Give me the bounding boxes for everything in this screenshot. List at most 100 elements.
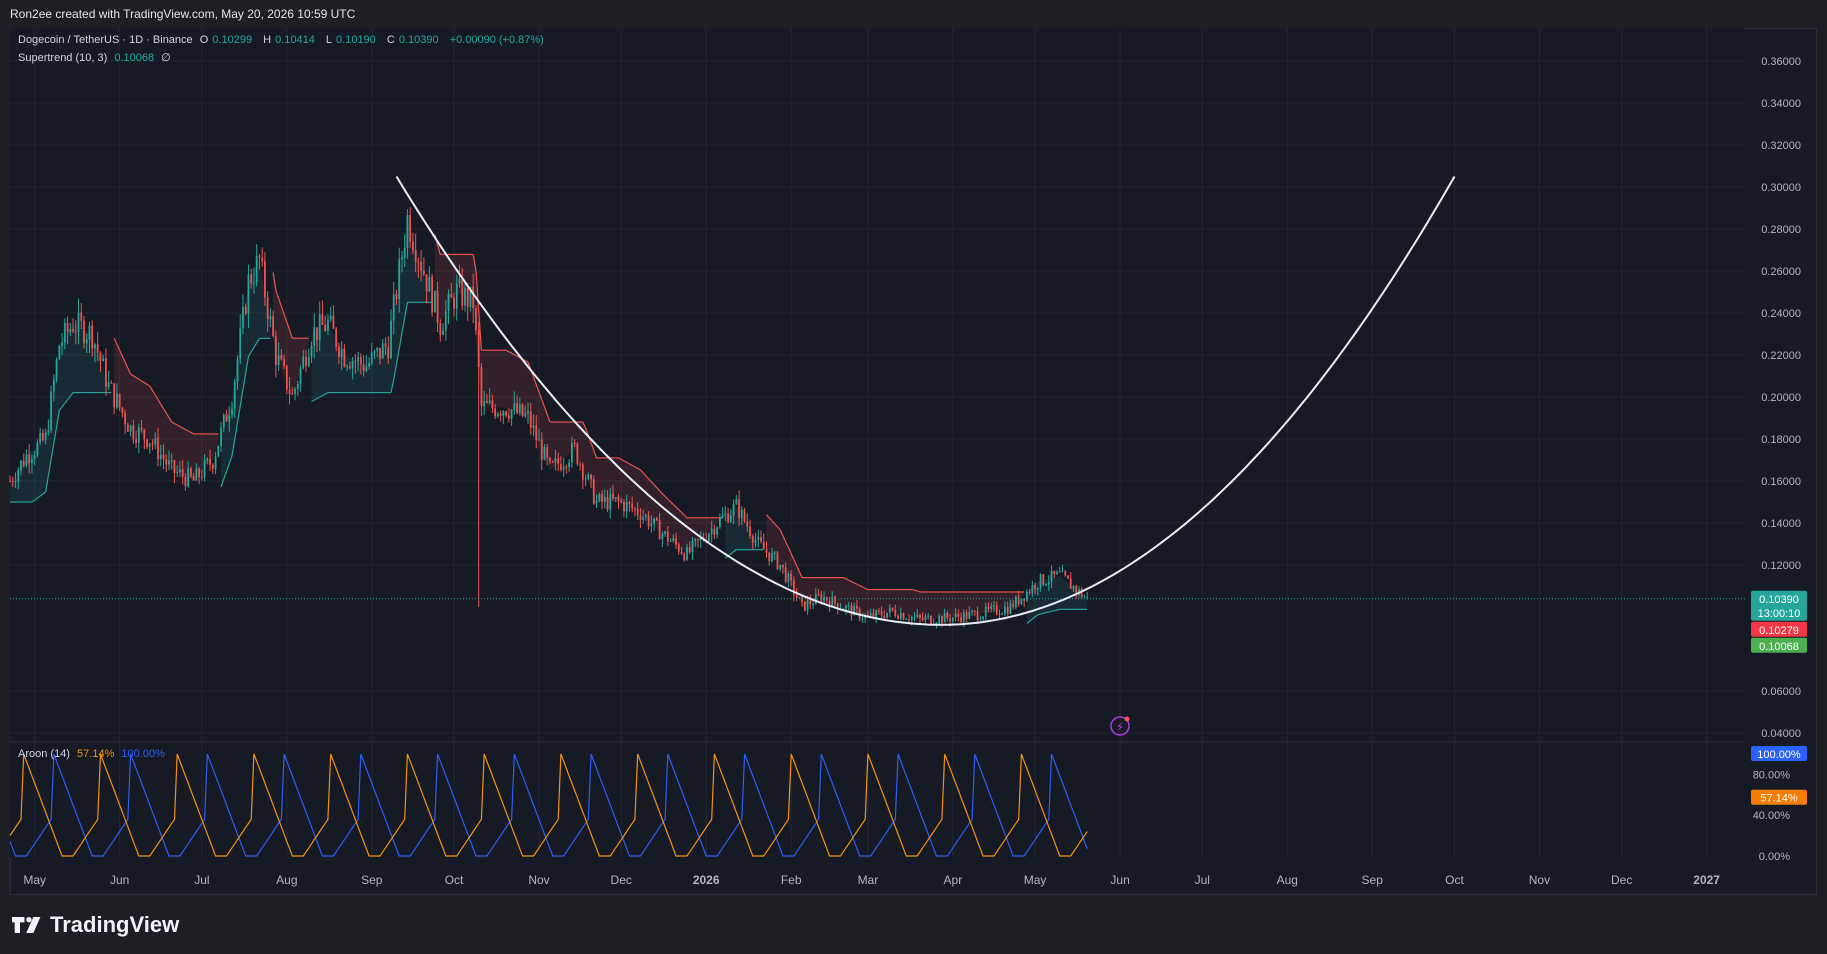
candle-body bbox=[313, 327, 316, 346]
visibility-icon[interactable]: ∅ bbox=[161, 52, 171, 64]
candle-body bbox=[1025, 591, 1028, 601]
tradingview-logo[interactable]: TradingView bbox=[12, 912, 179, 938]
supertrend-fill bbox=[602, 457, 605, 502]
price-tick-label: 0.06000 bbox=[1761, 686, 1801, 698]
candle-body bbox=[718, 517, 721, 528]
supertrend-fill bbox=[887, 589, 890, 613]
candle-body bbox=[258, 256, 261, 258]
price-tick-label: 0.30000 bbox=[1761, 182, 1801, 194]
candle-body bbox=[39, 432, 42, 443]
candle-body bbox=[908, 619, 910, 621]
supertrend-fill bbox=[108, 386, 112, 393]
supertrend-fill bbox=[678, 509, 682, 550]
supertrend-fill bbox=[125, 362, 128, 424]
candle-body bbox=[1078, 589, 1080, 593]
supertrend-fill bbox=[739, 510, 742, 550]
supertrend-fill bbox=[566, 421, 570, 457]
time-tick-label: Mar bbox=[858, 873, 879, 887]
candle-body bbox=[795, 594, 798, 598]
candle-body bbox=[225, 414, 228, 422]
supertrend-fill bbox=[906, 589, 910, 617]
candle-body bbox=[614, 497, 617, 499]
supertrend-fill bbox=[610, 457, 614, 502]
candle-body bbox=[222, 414, 225, 428]
supertrend-line bbox=[582, 421, 587, 429]
price-tick-label: 0.34000 bbox=[1761, 98, 1801, 110]
supertrend-line bbox=[250, 347, 255, 353]
supertrend-line bbox=[116, 343, 121, 351]
candle-body bbox=[55, 359, 58, 380]
supertrend-fill bbox=[900, 589, 904, 615]
candle-body bbox=[803, 601, 806, 611]
candle-body bbox=[984, 606, 987, 617]
candle-body bbox=[85, 339, 88, 344]
supertrend-fill bbox=[179, 426, 183, 476]
red-level-badge bbox=[1751, 621, 1807, 637]
candle-body bbox=[233, 381, 236, 409]
supertrend-line bbox=[149, 385, 154, 391]
supertrend-fill bbox=[966, 591, 970, 616]
red-level-badge-text: 0.10279 bbox=[1759, 625, 1799, 637]
candle-body bbox=[1050, 570, 1053, 582]
candle-body bbox=[527, 411, 529, 414]
supertrend-line bbox=[220, 478, 225, 487]
supertrend-line bbox=[146, 383, 151, 387]
supertrend-line bbox=[535, 384, 540, 393]
candle-body bbox=[264, 261, 266, 298]
aroon-legend[interactable]: Aroon (14) 57.14% 100.00% bbox=[18, 748, 169, 760]
candle-body bbox=[573, 443, 576, 445]
candle-body bbox=[499, 413, 502, 416]
candle-body bbox=[124, 413, 127, 425]
supertrend-fill bbox=[514, 354, 518, 413]
candle-body bbox=[1028, 591, 1031, 593]
candle-body bbox=[444, 311, 447, 331]
supertrend-badge bbox=[1751, 637, 1807, 653]
candle-body bbox=[296, 384, 299, 389]
supertrend-fill bbox=[325, 323, 328, 395]
supertrend-fill bbox=[667, 499, 671, 541]
supertrend-fill bbox=[1057, 575, 1060, 610]
supertrend-line bbox=[236, 406, 241, 423]
supertrend-value: 0.10068 bbox=[114, 52, 155, 64]
supertrend-fill bbox=[741, 515, 745, 550]
candle-body bbox=[625, 502, 628, 512]
supertrend-line bbox=[862, 586, 866, 589]
candle-body bbox=[847, 605, 850, 607]
candle-body bbox=[653, 518, 656, 524]
candle-body bbox=[362, 363, 365, 371]
supertrend-fill bbox=[533, 377, 537, 438]
supertrend-fill bbox=[511, 353, 515, 412]
close-label: C bbox=[386, 34, 395, 46]
supertrend-fill bbox=[999, 591, 1003, 610]
candle-body bbox=[417, 261, 420, 263]
supertrend-fill bbox=[371, 357, 375, 393]
candle-body bbox=[115, 394, 118, 408]
supertrend-line bbox=[133, 375, 137, 379]
candle-body bbox=[11, 481, 14, 483]
candle-body bbox=[872, 613, 875, 618]
cup-curve-drawing bbox=[395, 175, 1456, 626]
candle-body bbox=[184, 476, 187, 487]
supertrend-line bbox=[667, 498, 671, 503]
supertrend-line bbox=[1051, 610, 1055, 612]
candle-body bbox=[694, 539, 697, 541]
supertrend-fill bbox=[873, 589, 877, 617]
supertrend-line bbox=[845, 578, 849, 581]
candle-body bbox=[680, 551, 683, 554]
time-tick-label: Aug bbox=[1277, 873, 1298, 887]
candle-body bbox=[751, 536, 754, 543]
candle-body bbox=[414, 250, 417, 262]
aroon-tick-label: 80.00% bbox=[1753, 769, 1791, 781]
supertrend-fill bbox=[563, 421, 567, 459]
candle-body bbox=[357, 356, 359, 362]
candle-body bbox=[549, 457, 551, 462]
candle-body bbox=[913, 616, 916, 618]
candle-body bbox=[390, 320, 392, 359]
candle-body bbox=[650, 523, 653, 527]
candle-body bbox=[1039, 574, 1042, 588]
supertrend-fill bbox=[670, 501, 674, 543]
supertrend-line bbox=[516, 355, 521, 359]
supertrend-legend[interactable]: Supertrend (10, 3) 0.10068 ∅ bbox=[18, 51, 175, 64]
symbol-name[interactable]: Dogecoin / TetherUS · 1D · Binance bbox=[18, 34, 193, 46]
